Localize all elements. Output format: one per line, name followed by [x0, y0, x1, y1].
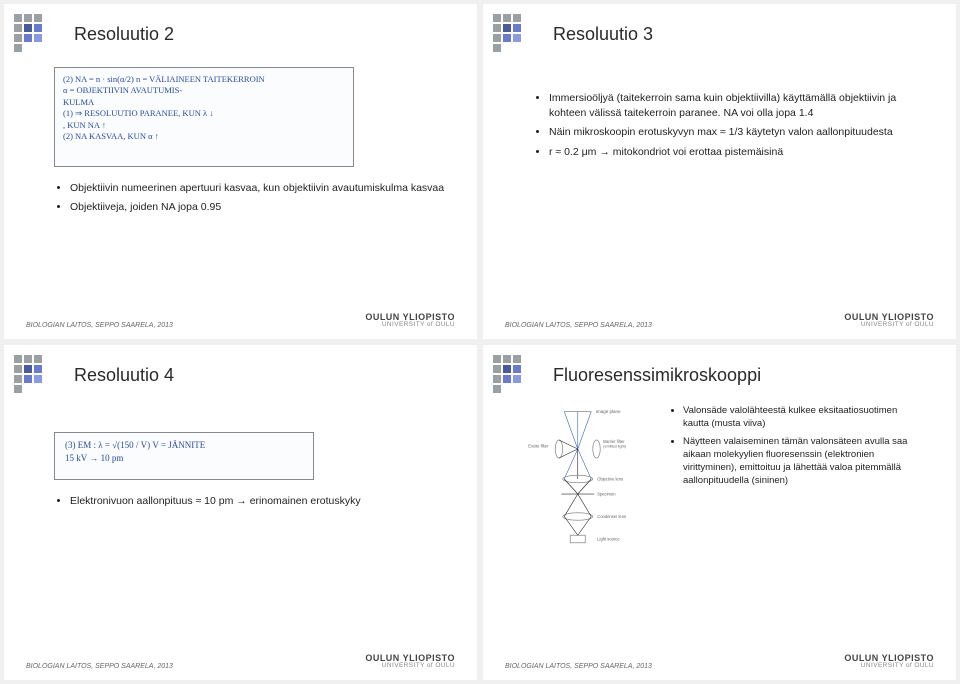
footer-credit: BIOLOGIAN LAITOS, SEPPO SAARELA, 2013	[26, 663, 173, 670]
slide-title: Resoluutio 4	[74, 365, 455, 386]
slide-footer: BIOLOGIAN LAITOS, SEPPO SAARELA, 2013 OU…	[505, 313, 934, 329]
uni-name-en: UNIVERSITY of OULU	[844, 663, 934, 670]
svg-text:Image plane: Image plane	[596, 409, 621, 414]
university-logo-text: OULUN YLIOPISTO UNIVERSITY of OULU	[365, 654, 455, 670]
bullet-list: Elektronivuon aallonpituus ≈ 10 pm → eri…	[54, 494, 445, 509]
university-logo-text: OULUN YLIOPISTO UNIVERSITY of OULU	[365, 313, 455, 329]
hw-line: KULMA	[63, 97, 345, 108]
svg-text:Specimen: Specimen	[597, 492, 616, 497]
bullet-item: Näin mikroskoopin erotuskyvyn max ≈ 1/3 …	[549, 125, 924, 140]
bullet-item: Valonsäde valolähteestä kulkee eksitaati…	[683, 404, 924, 431]
hw-line: (2) NA KASVAA, KUN α ↑	[63, 131, 345, 142]
svg-text:Objective lens: Objective lens	[597, 477, 623, 482]
uni-name-en: UNIVERSITY of OULU	[844, 322, 934, 329]
fluorescence-microscope-diagram: Image plane Excite filter Barrier filter(e…	[519, 404, 659, 554]
slide-resoluutio-4: Resoluutio 4 (3) EM : λ = √(150 / V) V =…	[4, 345, 477, 680]
footer-credit: BIOLOGIAN LAITOS, SEPPO SAARELA, 2013	[26, 322, 173, 329]
slide-content: Immersioöljyä (taitekerroin sama kuin ob…	[505, 63, 934, 327]
slide-fluoresenssi: Fluoresenssimikroskooppi Image plane Exci…	[483, 345, 956, 680]
slide-footer: BIOLOGIAN LAITOS, SEPPO SAARELA, 2013 OU…	[505, 654, 934, 670]
bullet-item: Objektiivin numeerinen apertuuri kasvaa,…	[70, 181, 445, 196]
bullet-item: Objektiiveja, joiden NA jopa 0.95	[70, 200, 445, 215]
hw-line: (1) ⇒ RESOLUUTIO PARANEE, KUN λ ↓	[63, 108, 345, 119]
hw-line: 15 kV → 10 pm	[65, 452, 303, 465]
bullet-item: Näytteen valaiseminen tämän valonsäteen …	[683, 435, 924, 488]
hw-line: (2) NA = n · sin(α/2) n = VÄLIAINEEN TAI…	[63, 74, 345, 85]
hw-line: (3) EM : λ = √(150 / V) V = JÄNNITE	[65, 439, 303, 452]
hw-line: α = OBJEKTIIVIN AVAUTUMIS-	[63, 85, 345, 96]
uni-name-en: UNIVERSITY of OULU	[365, 663, 455, 670]
slide-resoluutio-3: Resoluutio 3 Immersioöljyä (taitekerroin…	[483, 4, 956, 339]
slide-footer: BIOLOGIAN LAITOS, SEPPO SAARELA, 2013 OU…	[26, 313, 455, 329]
hw-line: , KUN NA ↑	[63, 120, 345, 131]
corner-decoration	[493, 14, 537, 58]
university-logo-text: OULUN YLIOPISTO UNIVERSITY of OULU	[844, 654, 934, 670]
bullet-list-container: Valonsäde valolähteestä kulkee eksitaati…	[669, 404, 924, 492]
slide-title: Fluoresenssimikroskooppi	[553, 365, 934, 386]
bullet-list: Valonsäde valolähteestä kulkee eksitaati…	[669, 404, 924, 488]
bullet-item: Elektronivuon aallonpituus ≈ 10 pm → eri…	[70, 494, 445, 509]
svg-text:Condenser lens: Condenser lens	[597, 514, 626, 519]
corner-decoration	[493, 355, 537, 399]
svg-text:Barrier filter: Barrier filter	[603, 439, 625, 444]
slide-resoluutio-2: Resoluutio 2 (2) NA = n · sin(α/2) n = V…	[4, 4, 477, 339]
uni-name-en: UNIVERSITY of OULU	[365, 322, 455, 329]
svg-text:Light source: Light source	[597, 537, 620, 542]
svg-text:Excite filter: Excite filter	[528, 444, 549, 449]
slide-content: (2) NA = n · sin(α/2) n = VÄLIAINEEN TAI…	[26, 63, 455, 327]
bullet-list: Objektiivin numeerinen apertuuri kasvaa,…	[54, 181, 445, 215]
handwritten-formula-box: (2) NA = n · sin(α/2) n = VÄLIAINEEN TAI…	[54, 67, 354, 167]
university-logo-text: OULUN YLIOPISTO UNIVERSITY of OULU	[844, 313, 934, 329]
slide-content: Image plane Excite filter Barrier filter(e…	[505, 404, 934, 668]
slide-title: Resoluutio 2	[74, 24, 455, 45]
slide-footer: BIOLOGIAN LAITOS, SEPPO SAARELA, 2013 OU…	[26, 654, 455, 670]
corner-decoration	[14, 14, 58, 58]
footer-credit: BIOLOGIAN LAITOS, SEPPO SAARELA, 2013	[505, 322, 652, 329]
handwritten-formula-box: (3) EM : λ = √(150 / V) V = JÄNNITE 15 k…	[54, 432, 314, 480]
corner-decoration	[14, 355, 58, 399]
bullet-item: Immersioöljyä (taitekerroin sama kuin ob…	[549, 91, 924, 121]
svg-text:(emitted light): (emitted light)	[603, 445, 626, 449]
bullet-item: r ≈ 0.2 μm → mitokondriot voi erottaa pi…	[549, 145, 924, 160]
bullet-list: Immersioöljyä (taitekerroin sama kuin ob…	[533, 91, 924, 160]
slide-content: (3) EM : λ = √(150 / V) V = JÄNNITE 15 k…	[26, 404, 455, 668]
footer-credit: BIOLOGIAN LAITOS, SEPPO SAARELA, 2013	[505, 663, 652, 670]
slide-title: Resoluutio 3	[553, 24, 934, 45]
